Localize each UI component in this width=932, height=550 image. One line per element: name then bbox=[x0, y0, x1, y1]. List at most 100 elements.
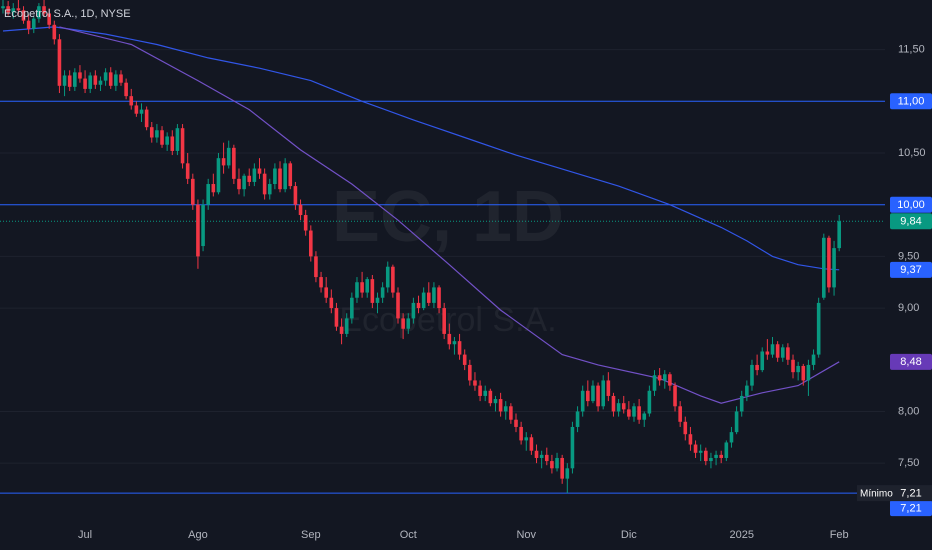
candle-body bbox=[119, 74, 123, 83]
candle-body bbox=[555, 457, 559, 469]
candle-body bbox=[314, 256, 318, 278]
y-tick-label: 7,50 bbox=[898, 457, 919, 469]
candle-body bbox=[606, 380, 611, 396]
candle-body bbox=[503, 406, 508, 412]
candle-body bbox=[370, 279, 375, 303]
candle-body bbox=[719, 454, 723, 458]
minimum-value: 7,21 bbox=[900, 488, 921, 500]
candle-body bbox=[232, 147, 236, 179]
candle-body bbox=[560, 457, 564, 479]
candle-body bbox=[401, 318, 405, 329]
candle-body bbox=[468, 364, 472, 381]
candle-body bbox=[704, 450, 708, 462]
candle-body bbox=[124, 82, 128, 97]
ma-tag: 9,37 bbox=[900, 264, 921, 276]
candle-body bbox=[473, 380, 477, 386]
candle-body bbox=[262, 173, 267, 195]
candle-body bbox=[98, 80, 103, 85]
candle-body bbox=[544, 454, 549, 462]
candle-body bbox=[108, 72, 113, 86]
candle-body bbox=[344, 318, 349, 334]
candle-body bbox=[67, 75, 72, 87]
candle-body bbox=[375, 297, 380, 303]
candle-body bbox=[539, 454, 544, 458]
candle-body bbox=[160, 130, 164, 145]
candle-body bbox=[509, 406, 513, 420]
candle-body bbox=[657, 375, 662, 381]
candle-body bbox=[216, 158, 221, 193]
candle-body bbox=[114, 74, 118, 86]
candle-body bbox=[437, 287, 441, 309]
candle-body bbox=[21, 10, 26, 21]
candle-body bbox=[129, 96, 134, 106]
candle-body bbox=[750, 364, 754, 386]
watermark: EC, 1D bbox=[332, 177, 564, 257]
candle-body bbox=[452, 341, 457, 345]
candle-body bbox=[175, 128, 180, 151]
candle-body bbox=[550, 461, 554, 469]
candle-body bbox=[237, 178, 241, 190]
candle-body bbox=[586, 390, 590, 402]
candle-body bbox=[827, 237, 831, 288]
candle-body bbox=[775, 344, 780, 358]
level-tag: 7,21 bbox=[900, 503, 921, 515]
candle-body bbox=[627, 409, 631, 417]
candle-body bbox=[457, 341, 462, 355]
candle-body bbox=[293, 186, 298, 205]
candle-body bbox=[83, 78, 87, 89]
candle-body bbox=[185, 163, 190, 179]
level-tag: 10,00 bbox=[897, 199, 925, 211]
candle-body bbox=[273, 168, 277, 185]
candle-body bbox=[734, 411, 739, 433]
candle-body bbox=[822, 237, 826, 298]
ma-tag: 8,48 bbox=[900, 356, 921, 368]
candle-body bbox=[729, 432, 734, 443]
candle-body bbox=[524, 437, 529, 441]
watermark-sub: Ecopetrol S.A. bbox=[339, 301, 556, 339]
candle-body bbox=[791, 359, 795, 373]
candle-body bbox=[745, 385, 749, 396]
candle-body bbox=[134, 105, 139, 114]
chart-title: Ecopetrol S.A., 1D, NYSE bbox=[4, 8, 131, 20]
candle-body bbox=[447, 333, 452, 345]
candle-body bbox=[350, 297, 354, 319]
ma-tag-bg bbox=[890, 261, 932, 278]
time-axis bbox=[0, 522, 885, 550]
candle-body bbox=[6, 6, 10, 13]
x-tick-label: Sep bbox=[301, 529, 321, 541]
x-tick-label: Feb bbox=[830, 529, 849, 541]
x-tick-label: 2025 bbox=[729, 529, 753, 541]
x-tick-label: Ago bbox=[188, 529, 208, 541]
candle-body bbox=[714, 454, 718, 458]
candle-body bbox=[180, 128, 185, 164]
candle-body bbox=[303, 215, 308, 231]
candle-body bbox=[42, 6, 46, 14]
candle-body bbox=[26, 20, 31, 29]
ma-tag-bg bbox=[890, 353, 932, 370]
candle-body bbox=[616, 403, 621, 412]
candle-body bbox=[832, 248, 836, 288]
candle-body bbox=[309, 230, 313, 257]
candle-body bbox=[442, 308, 446, 334]
candle-body bbox=[165, 136, 169, 145]
candle-body bbox=[149, 127, 154, 138]
candle-body bbox=[709, 457, 713, 462]
candle-body bbox=[334, 308, 339, 327]
candle-body bbox=[93, 75, 98, 85]
candle-body bbox=[668, 374, 672, 386]
candle-body bbox=[88, 75, 93, 89]
candle-body bbox=[488, 390, 493, 404]
minimum-name: Mínimo bbox=[860, 488, 893, 499]
candle-body bbox=[319, 277, 323, 288]
moving-average bbox=[2, 26, 840, 271]
candle-body bbox=[591, 385, 595, 402]
last-price-tag: 9,84 bbox=[900, 216, 921, 228]
candle-body bbox=[662, 374, 667, 381]
candle-body bbox=[57, 39, 62, 86]
candle-body bbox=[632, 406, 636, 417]
candle-body bbox=[498, 399, 503, 412]
y-tick-label: 10,50 bbox=[898, 147, 926, 159]
minimum-tag-bg bbox=[857, 485, 932, 502]
candle-body bbox=[786, 347, 790, 360]
